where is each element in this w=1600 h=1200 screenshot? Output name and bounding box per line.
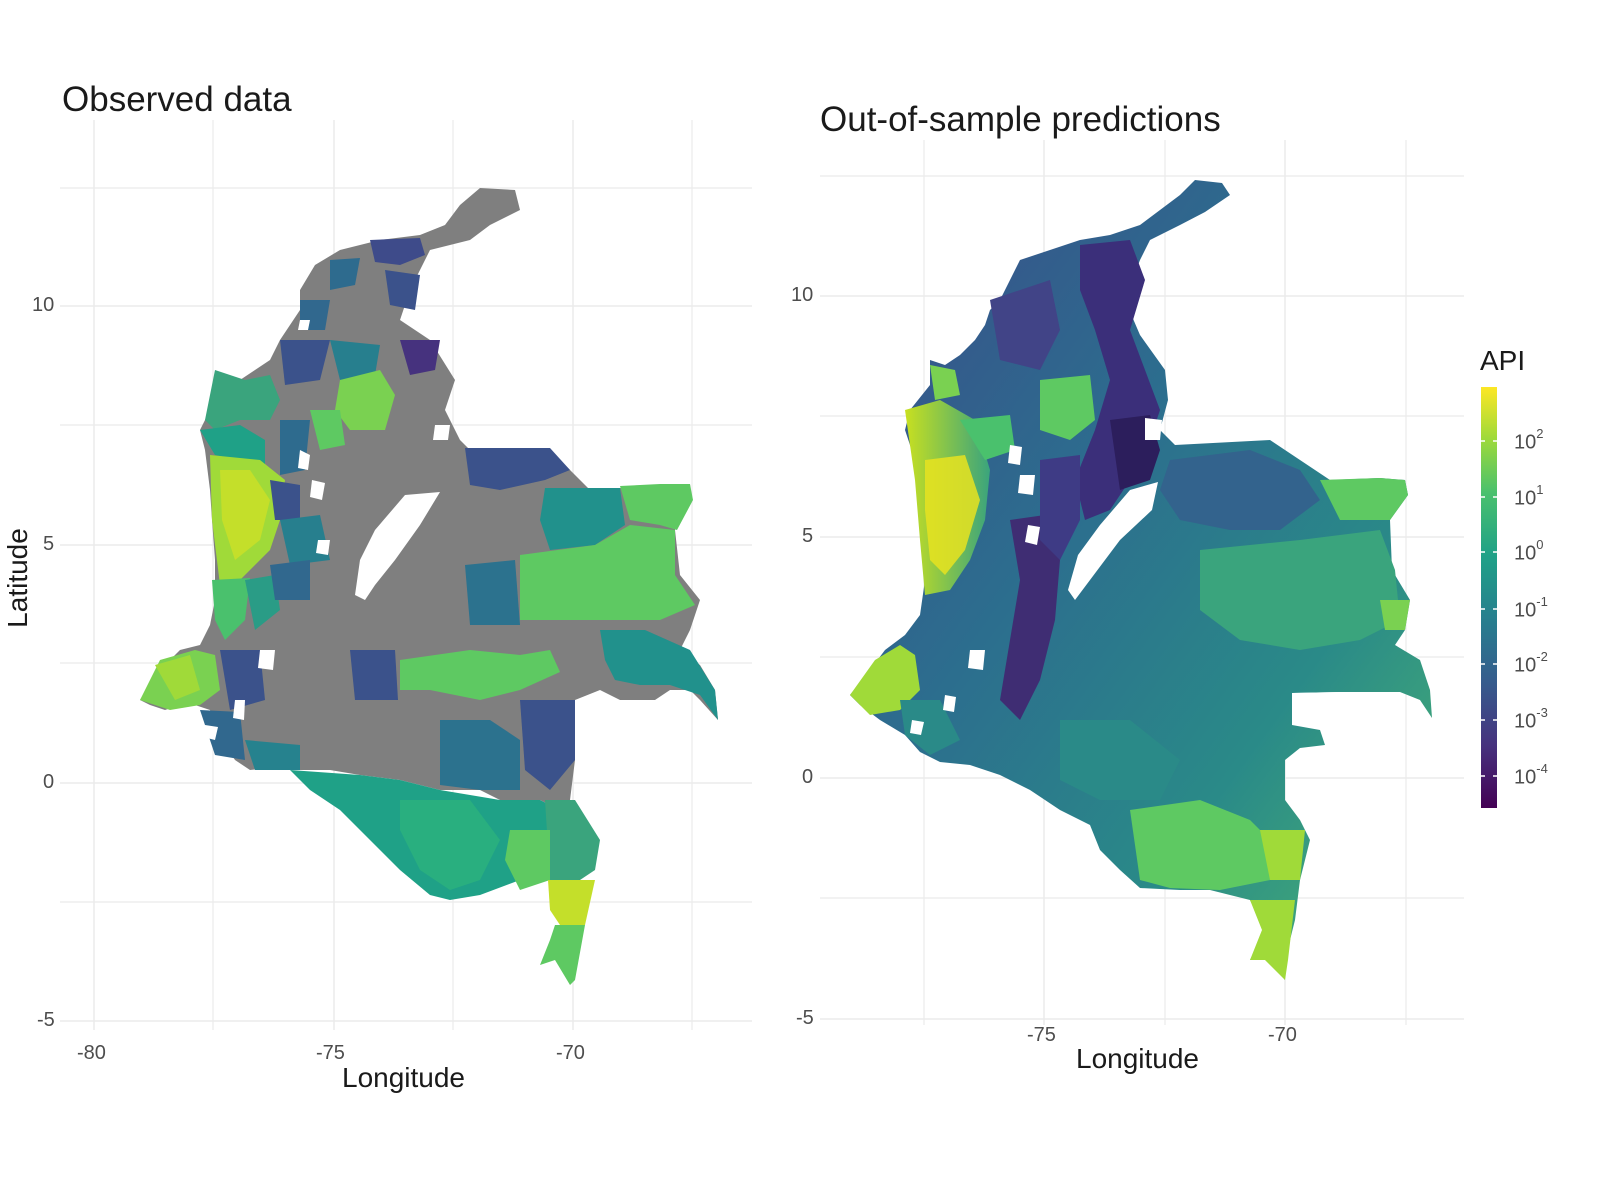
- legend-tick-4: 10-1: [1514, 594, 1548, 622]
- legend-title: API: [1480, 345, 1526, 376]
- left-x-tick-3: -70: [556, 1042, 585, 1064]
- right-x-tick-1: -75: [1027, 1024, 1056, 1046]
- left-map-observed: [140, 188, 718, 985]
- right-map-predictions: [850, 180, 1432, 980]
- legend-tick-2: 101: [1514, 482, 1544, 510]
- legend-tick-1: 102: [1514, 426, 1544, 454]
- right-y-tick-1: 10: [791, 284, 814, 306]
- left-y-tick-2: 5: [43, 533, 55, 555]
- legend-tick-7: 10-4: [1514, 761, 1548, 789]
- left-x-tick-2: -75: [316, 1042, 345, 1064]
- right-y-tick-3: 0: [802, 766, 814, 788]
- legend-colorbar: [1481, 387, 1497, 808]
- left-y-tick-1: 10: [32, 294, 55, 316]
- right-y-tick-2: 5: [802, 525, 814, 547]
- left-panel-title: Observed data: [62, 80, 292, 119]
- right-x-tick-2: -70: [1268, 1024, 1297, 1046]
- right-panel-title: Out-of-sample predictions: [820, 100, 1221, 139]
- left-x-tick-1: -80: [77, 1042, 106, 1064]
- left-x-axis-title: Longitude: [342, 1062, 466, 1093]
- legend-tick-3: 100: [1514, 537, 1544, 565]
- left-y-tick-3: 0: [43, 771, 55, 793]
- legend-tick-5: 10-2: [1514, 649, 1548, 677]
- legend-ticks: [1481, 440, 1497, 777]
- right-x-axis-title: Longitude: [1076, 1043, 1200, 1074]
- legend-tick-6: 10-3: [1514, 705, 1548, 733]
- right-y-tick-4: -5: [796, 1007, 814, 1029]
- left-y-tick-4: -5: [37, 1009, 55, 1031]
- left-y-axis-title: Latitude: [1, 528, 33, 628]
- right-map-outline: [850, 180, 1432, 980]
